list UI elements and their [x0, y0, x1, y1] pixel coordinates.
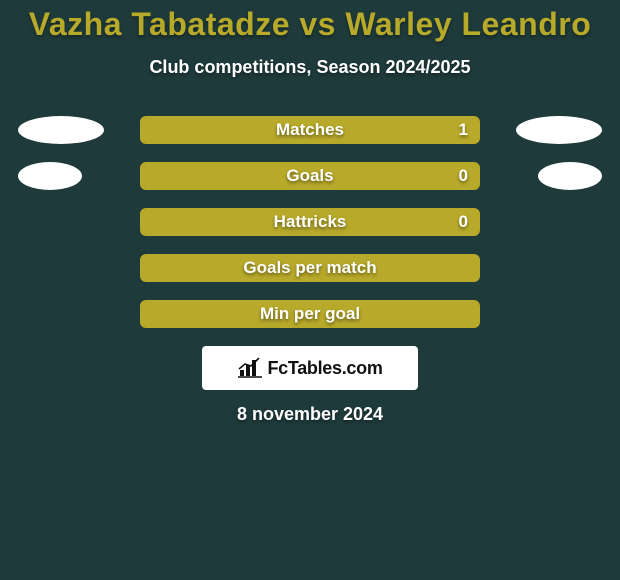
bar-chart-icon	[237, 357, 263, 379]
stat-row: Hattricks0	[0, 208, 620, 236]
stat-row: Goals per match	[0, 254, 620, 282]
left-ellipse	[18, 116, 104, 144]
subtitle: Club competitions, Season 2024/2025	[0, 57, 620, 78]
comparison-infographic: Vazha Tabatadze vs Warley Leandro Club c…	[0, 0, 620, 580]
stat-row: Matches1	[0, 116, 620, 144]
stat-bar: Matches1	[140, 116, 480, 144]
stat-row: Goals0	[0, 162, 620, 190]
stat-value: 1	[459, 118, 468, 142]
date-text: 8 november 2024	[0, 404, 620, 425]
left-ellipse	[18, 162, 82, 190]
stat-bar: Hattricks0	[140, 208, 480, 236]
stat-label: Matches	[142, 118, 478, 142]
stat-label: Hattricks	[142, 210, 478, 234]
page-title: Vazha Tabatadze vs Warley Leandro	[0, 0, 620, 43]
stat-label: Min per goal	[142, 302, 478, 326]
stat-bar: Goals0	[140, 162, 480, 190]
logo-box: FcTables.com	[202, 346, 418, 390]
stat-label: Goals	[142, 164, 478, 188]
right-ellipse	[538, 162, 602, 190]
stat-bar: Min per goal	[140, 300, 480, 328]
stat-value: 0	[459, 164, 468, 188]
logo-text: FcTables.com	[267, 358, 382, 379]
stat-label: Goals per match	[142, 256, 478, 280]
stat-row: Min per goal	[0, 300, 620, 328]
stat-bar: Goals per match	[140, 254, 480, 282]
stat-rows: Matches1Goals0Hattricks0Goals per matchM…	[0, 116, 620, 328]
right-ellipse	[516, 116, 602, 144]
stat-value: 0	[459, 210, 468, 234]
